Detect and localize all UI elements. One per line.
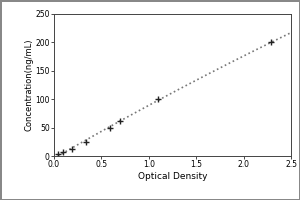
X-axis label: Optical Density: Optical Density <box>138 172 207 181</box>
Y-axis label: Concentration(ng/mL): Concentration(ng/mL) <box>25 39 34 131</box>
